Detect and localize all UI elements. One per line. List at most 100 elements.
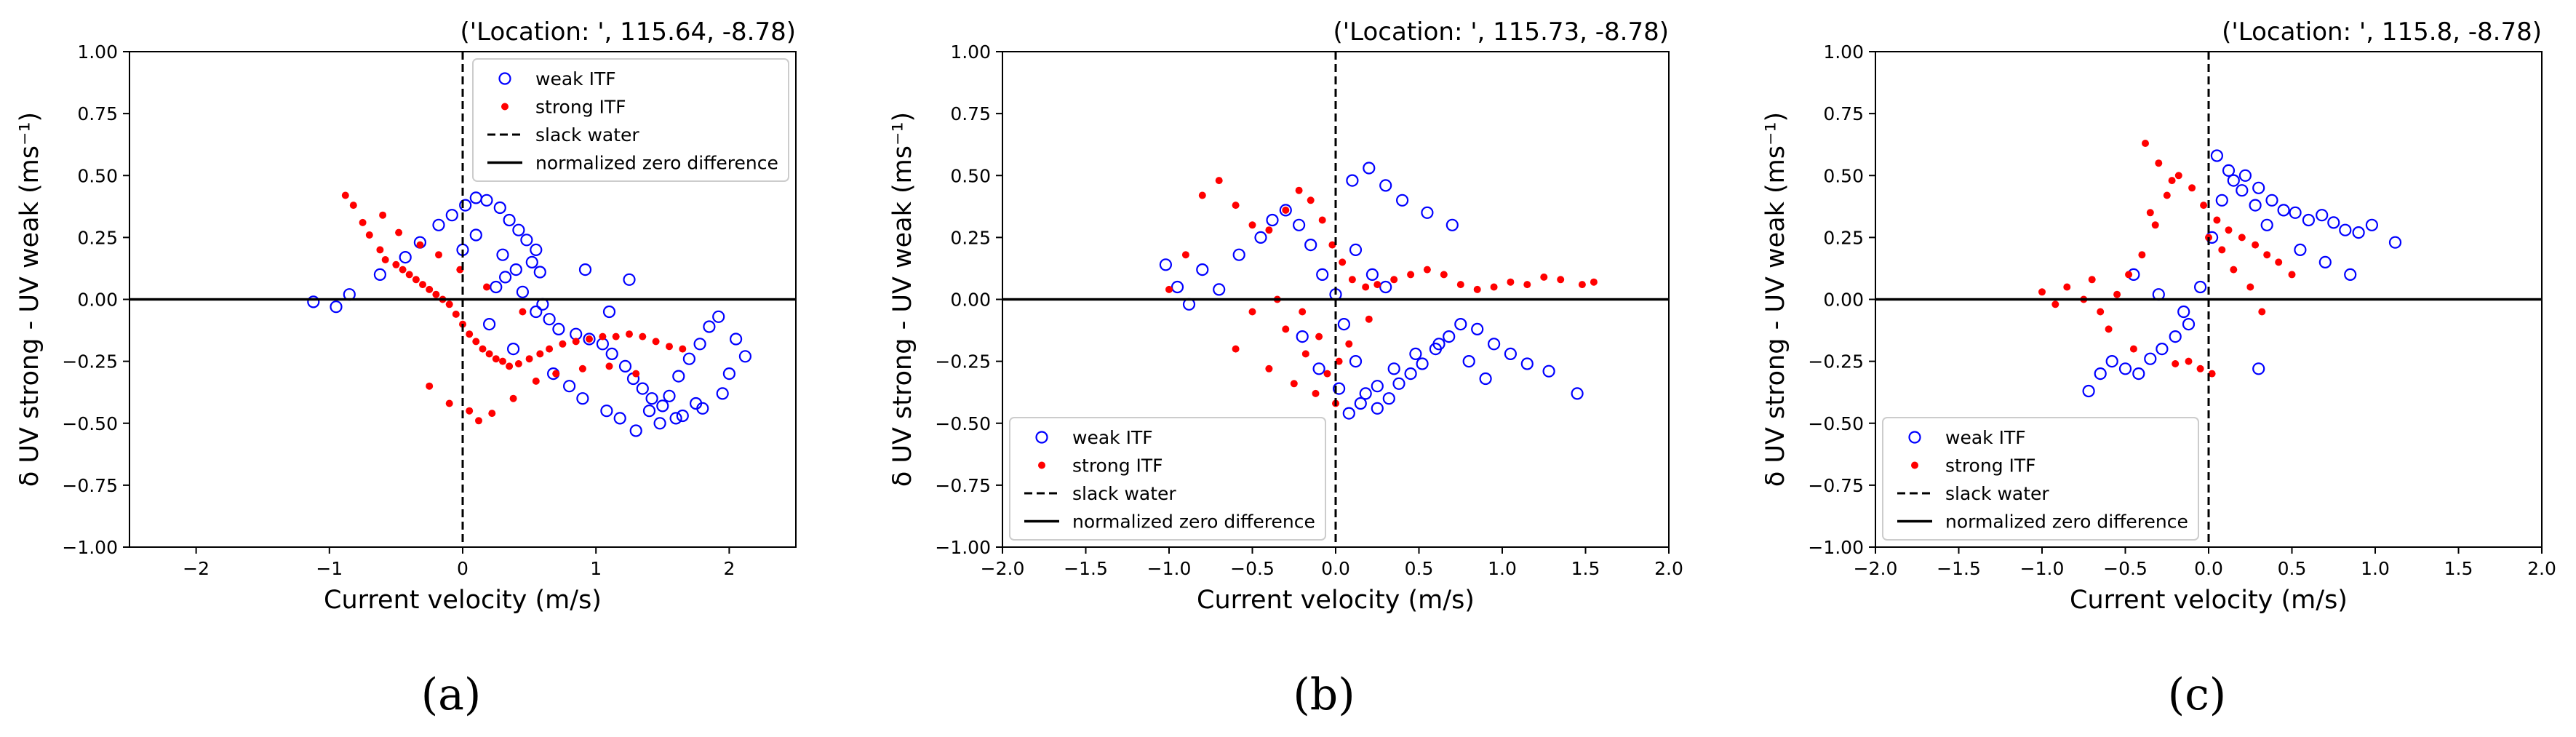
legend-label: weak ITF — [1072, 427, 1153, 448]
strong-itf-point — [2125, 271, 2133, 279]
strong-itf-point — [2146, 209, 2154, 217]
legend-label: normalized zero difference — [1072, 511, 1315, 533]
weak-itf-point — [729, 332, 743, 346]
weak-itf-point — [506, 343, 520, 356]
y-tick-label: 0.50 — [1823, 165, 1864, 186]
weak-itf-point — [1354, 397, 1367, 410]
y-tick-label: 0.50 — [77, 165, 118, 186]
strong-itf-point — [2051, 300, 2059, 308]
weak-itf-point — [530, 305, 543, 319]
weak-itf-point — [1266, 213, 1279, 227]
legend: weak ITF strong ITF slack water normalized … — [1009, 417, 1326, 541]
strong-itf-point — [379, 211, 387, 219]
y-tick-label: −0.25 — [62, 351, 118, 373]
weak-itf-point — [1409, 347, 1422, 360]
strong-itf-point — [1473, 285, 1481, 293]
y-tick-label: −1.00 — [935, 537, 991, 558]
strong-itf-point — [432, 290, 440, 298]
weak-itf-point — [498, 271, 512, 284]
weak-itf-point — [490, 280, 503, 294]
weak-itf-point — [1379, 280, 1392, 294]
strong-itf-point — [2218, 246, 2226, 254]
strong-itf-point — [1323, 370, 1331, 378]
strong-itf-point — [2288, 271, 2296, 279]
weak-itf-point — [738, 350, 752, 363]
weak-itf-point — [703, 320, 716, 333]
strong-itf-point — [2230, 266, 2238, 274]
x-tick-label: −2 — [183, 558, 210, 579]
strong-itf-point — [652, 338, 660, 346]
strong-itf-point — [376, 246, 384, 254]
strong-itf-point — [466, 330, 474, 338]
strong-itf-point — [2155, 159, 2163, 167]
x-tick-label: 2 — [723, 558, 735, 579]
y-tick-label: 0.75 — [1823, 103, 1864, 124]
y-tick-label: −0.75 — [935, 475, 991, 496]
strong-itf-point — [2151, 221, 2159, 229]
strong-itf-point — [2105, 325, 2113, 333]
strong-itf-point — [2275, 258, 2283, 266]
strong-itf-point — [509, 394, 517, 402]
weak-itf-point — [1462, 355, 1475, 368]
x-tick-label: −1.5 — [1064, 558, 1108, 579]
weak-itf-point — [469, 191, 482, 204]
weak-itf-point — [613, 412, 626, 425]
weak-itf-point — [578, 263, 592, 276]
weak-itf-point — [2210, 149, 2223, 162]
strong-itf-point — [1265, 226, 1273, 234]
x-tick-label: −0.5 — [2103, 558, 2148, 579]
legend: weak ITF strong ITF slack water normalized … — [472, 58, 789, 182]
weak-itf-point — [1296, 330, 1309, 343]
strong-itf-point — [485, 350, 493, 358]
weak-itf-point — [509, 263, 522, 276]
y-tick-label: 1.00 — [1823, 41, 1864, 63]
strong-itf-point — [1232, 202, 1240, 210]
weak-itf-point — [2265, 194, 2278, 207]
panel-caption: (b) — [1293, 669, 1355, 720]
weak-itf-point — [2260, 218, 2273, 231]
weak-itf-point — [2144, 352, 2157, 365]
strong-itf-point — [612, 332, 620, 340]
legend-weak-itf-marker — [1035, 431, 1048, 444]
weak-itf-point — [1520, 357, 1534, 370]
weak-itf-point — [663, 389, 676, 402]
strong-itf-point — [586, 335, 593, 343]
strong-itf-point — [1578, 281, 1586, 289]
strong-itf-point — [546, 345, 554, 353]
weak-itf-point — [469, 228, 482, 242]
strong-itf-point — [475, 417, 482, 425]
y-tick-label: 1.00 — [950, 41, 991, 63]
weak-itf-point — [2294, 243, 2307, 256]
x-tick-label: 0.5 — [2278, 558, 2307, 579]
strong-itf-point — [2185, 357, 2193, 365]
strong-itf-point — [483, 283, 490, 291]
strong-itf-point — [466, 407, 474, 415]
strong-itf-point — [1315, 332, 1323, 340]
y-tick-label: 0.25 — [950, 227, 991, 248]
strong-itf-point — [2252, 241, 2260, 249]
strong-itf-point — [1181, 251, 1189, 259]
weak-itf-point — [605, 347, 618, 360]
weak-itf-point — [552, 322, 565, 335]
strong-itf-point — [2097, 308, 2105, 316]
weak-itf-point — [682, 352, 696, 365]
weak-itf-point — [656, 399, 669, 413]
y-axis-label: δ UV strong - UV weak (ms⁻¹) — [15, 112, 44, 487]
strong-itf-point — [1339, 258, 1347, 266]
x-tick-label: −0.5 — [1230, 558, 1275, 579]
strong-itf-point — [1362, 283, 1370, 291]
strong-itf-point — [341, 191, 349, 199]
strong-itf-point — [1248, 221, 1256, 229]
strong-itf-point — [1345, 340, 1353, 348]
strong-itf-point — [2113, 290, 2121, 298]
legend: weak ITF strong ITF slack water normalized … — [1882, 417, 2199, 541]
strong-itf-point — [1232, 345, 1240, 353]
weak-itf-point — [1387, 362, 1400, 375]
weak-itf-point — [307, 295, 320, 308]
weak-itf-point — [1159, 258, 1173, 271]
strong-itf-point — [679, 345, 687, 353]
weak-itf-point — [1363, 162, 1376, 175]
panel-caption: (a) — [421, 669, 482, 720]
weak-itf-point — [2215, 194, 2228, 207]
strong-itf-point — [405, 271, 413, 279]
